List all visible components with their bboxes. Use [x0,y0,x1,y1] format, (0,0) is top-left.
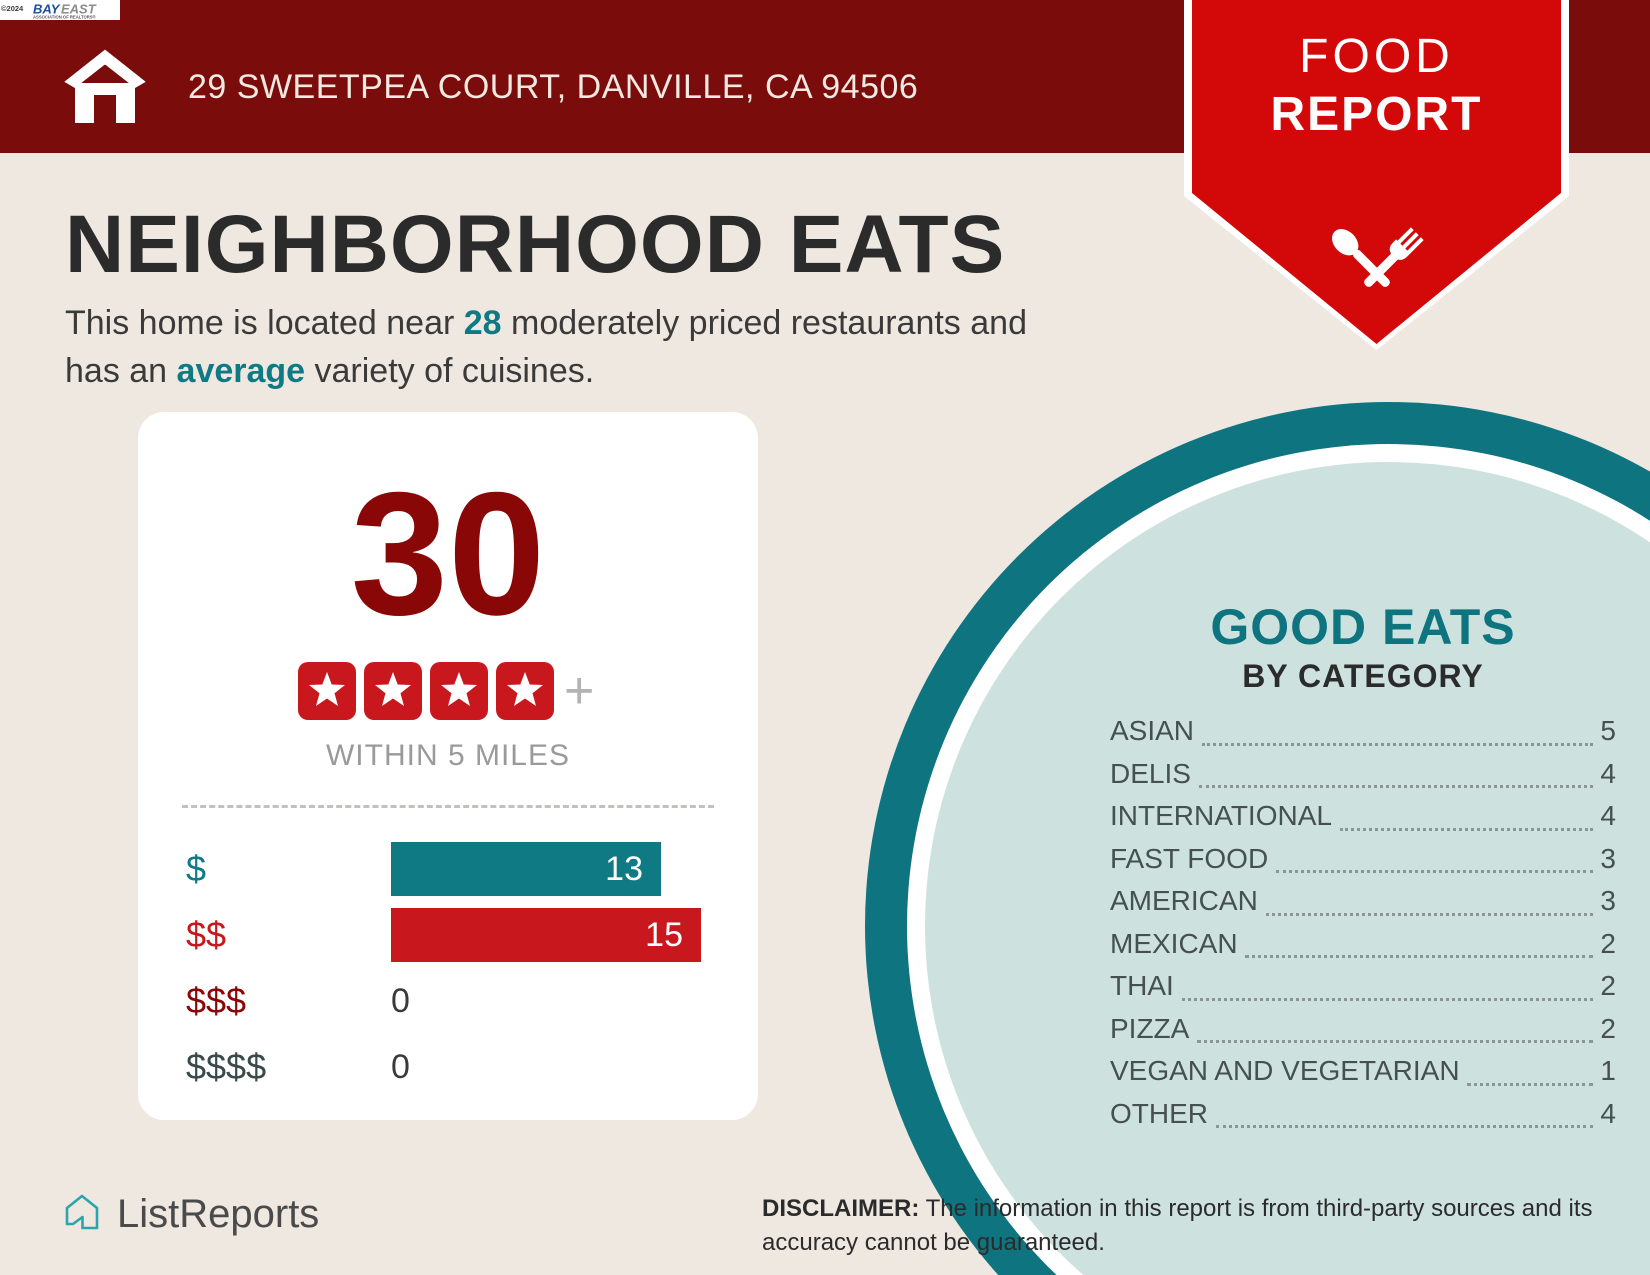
svg-text:ASSOCIATION OF REALTORS®: ASSOCIATION OF REALTORS® [33,15,97,20]
svg-text:©2024: ©2024 [1,4,24,13]
svg-text:+: + [564,662,594,720]
